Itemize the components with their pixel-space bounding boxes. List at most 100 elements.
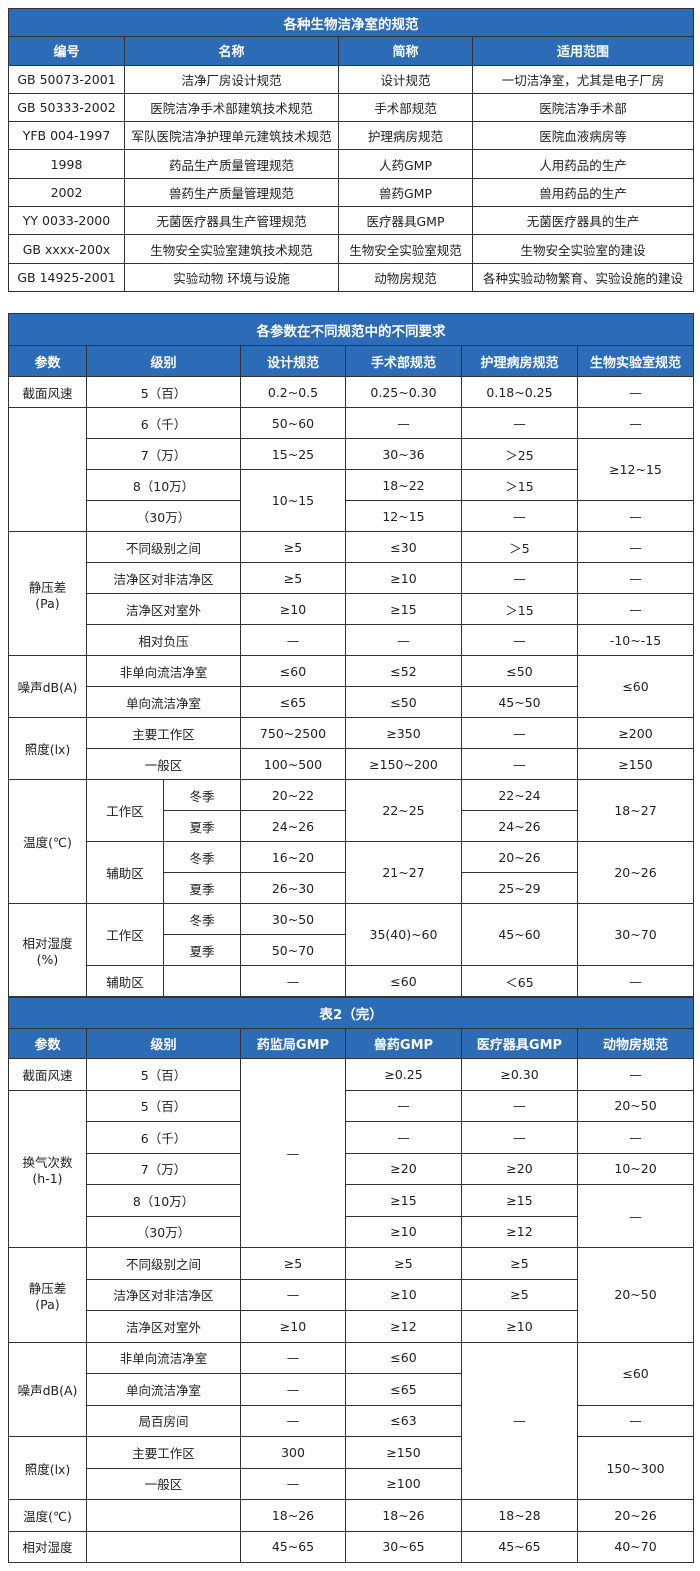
table-cell: ≥5 — [240, 562, 346, 594]
table-cell: 洁净区对非洁净区 — [86, 1278, 241, 1311]
table-cell: 22~24 — [461, 779, 578, 811]
table-cell: 噪声dB(A) — [8, 1341, 87, 1437]
table-cell: 7（万） — [86, 438, 241, 470]
table-cell: 实验动物 环境与设施 — [124, 262, 339, 292]
column-header: 编号 — [8, 36, 125, 66]
table-cell: ≤50 — [461, 655, 578, 687]
table-cell: 相对湿度 (%) — [8, 903, 87, 997]
table-cell: 21~27 — [345, 841, 462, 904]
table-row: 局百房间 — ≤63— — [9, 1404, 695, 1437]
clean-room-standards-table: 各种生物洁净室的规范 编号 名称 简称 适用范围 GB 50073-2001 洁净厂房设计规… — [8, 7, 694, 292]
table-cell: 各种实验动物繁育、实验设施的建设 — [472, 262, 694, 292]
table-cell: 30~70 — [576, 903, 695, 966]
table-cell: ≤60 — [576, 1341, 695, 1406]
table-cell: 非单向流洁净室 — [86, 655, 241, 687]
table-cell: 单向流洁净室 — [86, 1373, 241, 1406]
table-row: 6（千） — — — — [9, 1121, 695, 1154]
table-cell: 45~50 — [461, 686, 578, 718]
column-header: 动物房规范 — [576, 1028, 695, 1059]
table-cell: 医院血液病房等 — [472, 121, 694, 151]
table-row: GB 14925-2001 实验动物 环境与设施 动物房规范 各种实验动物繁育、实验设… — [8, 262, 694, 292]
table-row: 静压差 (Pa) 不同级别之间 ≥5 ≥5 ≥5 20~50 — [8, 1247, 695, 1343]
table-cell: ≥200 — [576, 717, 695, 749]
table-cell: — — [461, 1121, 578, 1154]
table-cell: 5（百） — [86, 376, 241, 408]
table-cell: ≤60 — [240, 655, 346, 687]
table-cell: — — [240, 1058, 346, 1248]
table-cell: — — [576, 500, 695, 532]
table-cell: 20~50 — [576, 1247, 695, 1343]
table-cell: 药品生产质量管理规范 — [124, 149, 339, 179]
table-cell: 750~2500 — [240, 717, 346, 749]
table-row: 洁净区对室外 ≥10 ≥15 ＞15— — [9, 593, 695, 625]
table-cell: 照度(lx) — [8, 1436, 87, 1500]
column-header: 医疗器具GMP — [461, 1028, 578, 1059]
table-row: 单向流洁净室 ≤65 ≤50 45~50 — [9, 686, 694, 718]
table-cell: 夏季 — [163, 810, 241, 842]
table-cell: 冬季 — [163, 779, 241, 811]
table-cell: ≥10 — [345, 1215, 462, 1248]
table-cell: — — [461, 500, 578, 532]
table-cell: 10~20 — [576, 1152, 695, 1185]
table-cell: 军队医院洁净护理单元建筑技术规范 — [124, 121, 339, 151]
table-header-row: 参数 级别 药监局GMP 兽药GMP 医疗器具GMP 动物房规范 — [8, 1028, 695, 1059]
table-cell — [8, 407, 87, 532]
table-cell: 18~26 — [345, 1499, 462, 1532]
table-header-row: 编号 名称 简称 适用范围 — [8, 36, 694, 66]
table-cell: 主要工作区 — [86, 717, 241, 749]
table-cell: 20~26 — [576, 1499, 695, 1532]
table-row: 7（万） ≥20 ≥20 10~20 — [9, 1152, 695, 1185]
table-cell: 无菌医疗器具生产管理规范 — [124, 206, 339, 236]
table-row: 辅助区 冬季 16~20 21~27 20~26 20~26 — [9, 841, 695, 904]
table-cell: 24~26 — [461, 810, 578, 842]
table-cell: 温度(℃) — [8, 1499, 87, 1532]
table-cell: ≥0.25 — [345, 1058, 462, 1091]
table-cell: 18~28 — [461, 1499, 578, 1532]
parameter-requirements-table: 各参数在不同规范中的不同要求 参数 级别 设计规范 手术部规范 护理病房规范 生物实验室规范… — [7, 313, 695, 997]
table-row: 7（万） 15~25 30~36 ＞25 ≥12~15 — [9, 438, 695, 501]
table-cell: 0.18~0.25 — [461, 376, 578, 408]
table-cell: 6（千） — [86, 407, 241, 439]
table-cell: — — [576, 562, 695, 594]
table-cell: — — [461, 1089, 578, 1122]
table-row: 相对湿度 (%) 工作区 冬季 30~50 35(40)~60 45~60 30~70 — [8, 903, 695, 997]
table-row: （30万） ≥10 ≥12 — [9, 1215, 694, 1248]
table-cell: 一般区 — [86, 748, 241, 780]
table-header-row: 参数 级别 设计规范 手术部规范 护理病房规范 生物实验室规范 — [8, 345, 695, 377]
table-cell: YFB 004-1997 — [8, 121, 125, 151]
table-cell: （30万） — [86, 500, 241, 532]
table-cell: ＜65 — [461, 965, 578, 997]
table-cell: — — [576, 965, 695, 997]
table-cell: ≥5 — [345, 1247, 462, 1280]
table-cell: 20~26 — [576, 841, 695, 904]
table-cell: — — [461, 407, 578, 439]
table-cell: ≥5 — [240, 1247, 346, 1280]
table-cell: — — [461, 1341, 578, 1500]
table-cell: 35(40)~60 — [345, 903, 462, 966]
table-cell: ≤65 — [240, 686, 346, 718]
table-cell: ≥20 — [345, 1152, 462, 1185]
table-cell: 相对湿度 — [8, 1530, 87, 1563]
table-row: 6（千） 50~60— — — — [8, 407, 695, 532]
table-cell: — — [240, 1404, 346, 1437]
table-cell: 夏季 — [163, 934, 241, 966]
table-cell: ≥150 — [345, 1436, 462, 1469]
table-cell: 洁净厂房设计规范 — [124, 64, 339, 94]
table-cell: 50~70 — [240, 934, 346, 966]
table-cell: — — [240, 965, 346, 997]
table-cell: 工作区 — [86, 903, 164, 966]
table-row: 1998 药品生产质量管理规范 人药GMP 人用药品的生产 — [8, 149, 694, 179]
table-cell: 45~60 — [461, 903, 578, 966]
table-cell: 静压差 (Pa) — [8, 1247, 87, 1343]
table-row: 截面风速 5（百） 0.2~0.5 0.25~0.30 0.18~0.25— — [8, 376, 695, 408]
table-cell: 26~30 — [240, 872, 346, 904]
table-cell: 0.2~0.5 — [240, 376, 346, 408]
table-title-row: 表2（完） — [7, 997, 695, 1029]
table-cell: 洁净区对室外 — [86, 1310, 241, 1343]
table-cell: ≤60 — [576, 655, 695, 718]
table-cell: ≥12~15 — [576, 438, 695, 501]
table-cell: — — [240, 1467, 346, 1500]
table-cell: 20~50 — [576, 1089, 695, 1122]
table-row: 洁净区对非洁净区 ≥5 ≥10— — — [9, 562, 695, 594]
table-cell: — — [576, 407, 695, 439]
